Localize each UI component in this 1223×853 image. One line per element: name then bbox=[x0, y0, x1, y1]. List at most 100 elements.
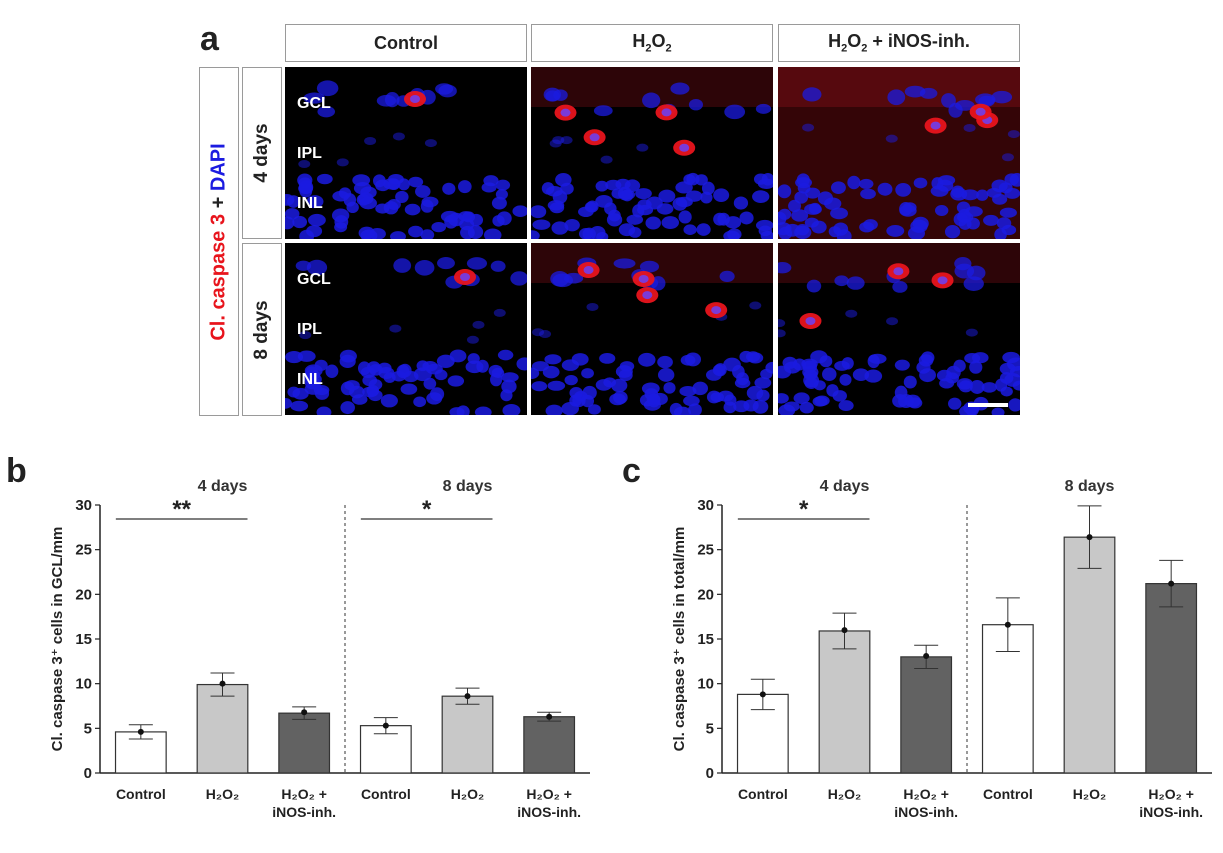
group-title: 4 days bbox=[820, 478, 870, 495]
category-label-line1: H₂O₂ + bbox=[1148, 786, 1194, 802]
mean-point bbox=[137, 728, 144, 735]
category-label: Control bbox=[361, 786, 411, 802]
column-header-h2o2: H2O2 bbox=[531, 24, 773, 62]
scale-bar bbox=[968, 403, 1008, 407]
category-label: H₂O₂ bbox=[451, 786, 484, 802]
significance-stars: ** bbox=[172, 496, 191, 523]
row-label-4days: 4 days bbox=[251, 123, 272, 183]
y-tick-label: 5 bbox=[706, 720, 714, 737]
subscript-text: 2 bbox=[861, 42, 868, 55]
micrograph-image bbox=[778, 67, 1020, 239]
micrograph-tile bbox=[531, 243, 773, 415]
category-label-line2: iNOS-inh. bbox=[517, 804, 581, 820]
category-label-line2: iNOS-inh. bbox=[1139, 804, 1203, 820]
mean-point bbox=[1086, 534, 1093, 541]
chart-c: 0 5 10 15 20 25 30 Cl. caspase 3⁺ cells in tota… bbox=[671, 478, 1212, 820]
micrograph-image bbox=[778, 243, 1020, 415]
micrograph-image bbox=[285, 256, 527, 415]
row-label-8days: 8 days bbox=[251, 299, 272, 360]
mean-point bbox=[1004, 621, 1011, 628]
y-axis-label: Cl. caspase 3⁺ cells in total/mm bbox=[671, 527, 688, 752]
column-header-label: H2O2 bbox=[632, 31, 671, 55]
stain-label: Cl. caspase 3 + DAPI bbox=[208, 143, 231, 340]
group-title: 8 days bbox=[1065, 478, 1115, 495]
y-tick-label: 20 bbox=[697, 586, 714, 603]
micrograph-tile: GCL IPL INL bbox=[285, 243, 527, 415]
stain-red-label: Cl. caspase 3 bbox=[207, 213, 230, 341]
y-axis-label: Cl. caspase 3⁺ cells in GCL/mm bbox=[49, 527, 66, 752]
header-text: + iNOS-inh. bbox=[867, 31, 970, 52]
mean-point bbox=[219, 680, 226, 687]
y-tick-label: 10 bbox=[697, 676, 714, 693]
mean-point bbox=[1168, 580, 1175, 587]
subscript-text: 2 bbox=[665, 42, 672, 55]
header-text: O bbox=[651, 31, 666, 52]
mean-point bbox=[301, 709, 308, 716]
y-tick-label: 25 bbox=[697, 542, 714, 559]
y-tick-label: 25 bbox=[75, 542, 92, 559]
column-header-label: Control bbox=[374, 33, 438, 54]
y-tick-label: 15 bbox=[697, 631, 714, 648]
y-tick-label: 10 bbox=[75, 676, 92, 693]
y-tick-label: 5 bbox=[84, 720, 92, 737]
category-label: Control bbox=[116, 786, 166, 802]
y-tick-label: 30 bbox=[697, 497, 714, 514]
layer-label-gcl: GCL bbox=[297, 95, 331, 112]
category-label: H₂O₂ bbox=[206, 786, 239, 802]
bar bbox=[818, 630, 871, 774]
micrograph-tile bbox=[531, 67, 773, 239]
panel-a-letter: a bbox=[200, 20, 219, 58]
micrograph-image bbox=[531, 243, 773, 415]
panel-b-letter: b bbox=[6, 452, 27, 490]
mean-point bbox=[464, 693, 471, 700]
header-text: H bbox=[828, 31, 842, 52]
mean-point bbox=[759, 691, 766, 698]
subscript-text: 2 bbox=[645, 42, 652, 55]
group-title: 4 days bbox=[198, 478, 248, 495]
y-tick-label: 20 bbox=[75, 586, 92, 603]
bar bbox=[900, 656, 953, 774]
category-label: Control bbox=[983, 786, 1033, 802]
mean-point bbox=[841, 627, 848, 634]
bar bbox=[278, 712, 331, 774]
column-header-h2o2-inos: H2O2 + iNOS-inh. bbox=[778, 24, 1020, 62]
row-label-box-8days: 8 days bbox=[242, 243, 282, 416]
y-tick-label: 0 bbox=[84, 765, 92, 782]
category-label-line2: iNOS-inh. bbox=[894, 804, 958, 820]
category-label: Control bbox=[738, 786, 788, 802]
micrograph-tile bbox=[778, 67, 1020, 239]
group-title: 8 days bbox=[443, 478, 493, 495]
category-label-line1: H₂O₂ + bbox=[526, 786, 572, 802]
bar bbox=[1145, 583, 1198, 774]
micrograph-image bbox=[531, 67, 773, 239]
micrograph-image bbox=[285, 80, 527, 239]
category-label-line1: H₂O₂ + bbox=[903, 786, 949, 802]
significance-stars: * bbox=[422, 496, 432, 523]
stain-blue-label: DAPI bbox=[207, 142, 230, 191]
mean-point bbox=[382, 722, 389, 729]
category-label-line1: H₂O₂ + bbox=[281, 786, 327, 802]
y-tick-label: 15 bbox=[75, 631, 92, 648]
mean-point bbox=[923, 652, 930, 659]
category-label-line2: iNOS-inh. bbox=[272, 804, 336, 820]
layer-label-ipl: IPL bbox=[297, 145, 322, 162]
stain-label-box: Cl. caspase 3 + DAPI bbox=[199, 67, 239, 416]
category-label: H₂O₂ bbox=[828, 786, 861, 802]
column-header-control: Control bbox=[285, 24, 527, 62]
significance-stars: * bbox=[799, 496, 809, 523]
layer-label-ipl: IPL bbox=[297, 321, 322, 338]
chart-b: 0 5 10 15 20 25 30 Cl. caspase 3⁺ cells in GCL/… bbox=[49, 478, 590, 820]
y-tick-label: 0 bbox=[706, 765, 714, 782]
category-label: H₂O₂ bbox=[1073, 786, 1106, 802]
bar bbox=[441, 695, 494, 774]
bar bbox=[1063, 536, 1116, 774]
panel-c-letter: c bbox=[622, 452, 641, 490]
y-tick-label: 30 bbox=[75, 497, 92, 514]
header-text: O bbox=[847, 31, 862, 52]
row-label-box-4days: 4 days bbox=[242, 67, 282, 239]
bar bbox=[523, 716, 576, 774]
bar bbox=[196, 683, 249, 774]
layer-label-inl: INL bbox=[297, 371, 323, 388]
micrograph-tile bbox=[778, 243, 1020, 415]
mean-point bbox=[546, 713, 553, 720]
